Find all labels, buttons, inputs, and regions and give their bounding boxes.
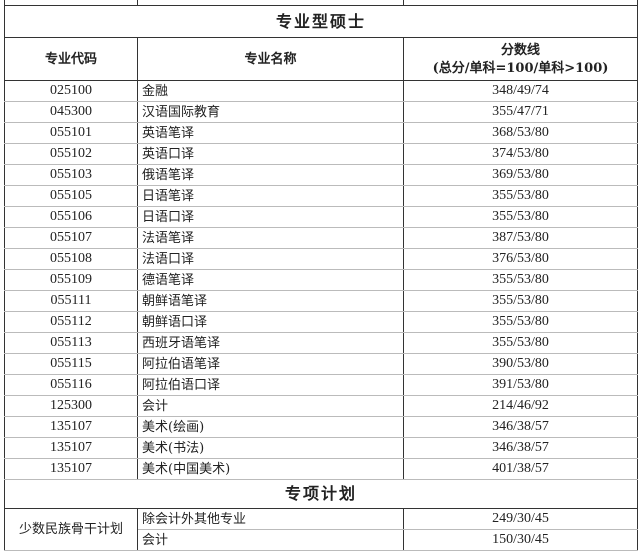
major-name: 英语笔译: [137, 122, 404, 144]
score-line: 346/38/57: [403, 416, 638, 438]
major-name: 法语口译: [137, 248, 404, 270]
major-code: 055102: [4, 143, 138, 165]
score-line: 368/53/80: [403, 122, 638, 144]
table-row: 055102 英语口译 374/53/80: [4, 143, 638, 165]
major-name: 朝鲜语口译: [137, 311, 404, 333]
special-name: 除会计外其他专业: [137, 508, 404, 530]
major-name: 美术(绘画): [137, 416, 404, 438]
major-code: 055111: [4, 290, 138, 312]
score-line: 348/49/74: [403, 80, 638, 102]
special-score: 150/30/45: [403, 529, 638, 551]
score-table: 专业型硕士 专业代码 专业名称 分数线 (总分/单科=100/单科>100) 02…: [4, 0, 638, 551]
major-code: 055101: [4, 122, 138, 144]
table-row: 055111 朝鲜语笔译 355/53/80: [4, 290, 638, 312]
score-line: 355/53/80: [403, 269, 638, 291]
table-row: 135107 美术(中国美术) 401/38/57: [4, 458, 638, 480]
table-row: 055106 日语口译 355/53/80: [4, 206, 638, 228]
major-code: 045300: [4, 101, 138, 123]
table-row: 055101 英语笔译 368/53/80: [4, 122, 638, 144]
major-code: 055112: [4, 311, 138, 333]
major-code: 055106: [4, 206, 138, 228]
score-line: 214/46/92: [403, 395, 638, 417]
header-score-subtitle: (总分/单科=100/单科>100): [432, 60, 609, 76]
table-row: 055103 俄语笔译 369/53/80: [4, 164, 638, 186]
special-name: 会计: [137, 529, 404, 551]
special-row: 少数民族骨干计划 除会计外其他专业 249/30/45: [4, 508, 638, 551]
table-row: 055108 法语口译 376/53/80: [4, 248, 638, 270]
score-line: 355/53/80: [403, 185, 638, 207]
major-name: 德语笔译: [137, 269, 404, 291]
score-line: 390/53/80: [403, 353, 638, 375]
header-code: 专业代码: [4, 37, 138, 81]
major-name: 日语笔译: [137, 185, 404, 207]
score-line: 391/53/80: [403, 374, 638, 396]
table-row: 025100 金融 348/49/74: [4, 80, 638, 102]
major-name: 阿拉伯语笔译: [137, 353, 404, 375]
major-name: 法语笔译: [137, 227, 404, 249]
table-row: 055107 法语笔译 387/53/80: [4, 227, 638, 249]
major-code: 055115: [4, 353, 138, 375]
table-row: 135107 美术(绘画) 346/38/57: [4, 416, 638, 438]
score-line: 374/53/80: [403, 143, 638, 165]
table-row: 055109 德语笔译 355/53/80: [4, 269, 638, 291]
major-code: 055109: [4, 269, 138, 291]
special-score: 249/30/45: [403, 508, 638, 530]
major-code: 055103: [4, 164, 138, 186]
major-name: 西班牙语笔译: [137, 332, 404, 354]
table-row: 055112 朝鲜语口译 355/53/80: [4, 311, 638, 333]
special-group: 少数民族骨干计划: [4, 508, 138, 551]
major-name: 日语口译: [137, 206, 404, 228]
header-score-title: 分数线: [500, 42, 540, 58]
major-code: 055105: [4, 185, 138, 207]
score-line: 346/38/57: [403, 437, 638, 459]
major-name: 朝鲜语笔译: [137, 290, 404, 312]
major-name: 会计: [137, 395, 404, 417]
table-row: 055113 西班牙语笔译 355/53/80: [4, 332, 638, 354]
major-name: 俄语笔译: [137, 164, 404, 186]
major-name: 金融: [137, 80, 404, 102]
section-title-professional: 专业型硕士: [4, 5, 638, 38]
major-name: 阿拉伯语口译: [137, 374, 404, 396]
major-name: 美术(书法): [137, 437, 404, 459]
table-row: 055116 阿拉伯语口译 391/53/80: [4, 374, 638, 396]
header-score: 分数线 (总分/单科=100/单科>100): [403, 37, 638, 81]
special-row: 会计 150/30/45: [5, 529, 638, 551]
score-line: 401/38/57: [403, 458, 638, 480]
score-line: 387/53/80: [403, 227, 638, 249]
header-name: 专业名称: [137, 37, 404, 81]
table-row: 125300 会计 214/46/92: [4, 395, 638, 417]
major-name: 英语口译: [137, 143, 404, 165]
major-code: 135107: [4, 416, 138, 438]
score-line: 376/53/80: [403, 248, 638, 270]
major-code: 055116: [4, 374, 138, 396]
major-code: 025100: [4, 80, 138, 102]
table-row: 055115 阿拉伯语笔译 390/53/80: [4, 353, 638, 375]
score-line: 369/53/80: [403, 164, 638, 186]
major-code: 135107: [4, 437, 138, 459]
table-row: 045300 汉语国际教育 355/47/71: [4, 101, 638, 123]
table-row: 135107 美术(书法) 346/38/57: [4, 437, 638, 459]
major-code: 055113: [4, 332, 138, 354]
major-code: 135107: [4, 458, 138, 480]
score-line: 355/53/80: [403, 311, 638, 333]
table-row: 055105 日语笔译 355/53/80: [4, 185, 638, 207]
score-line: 355/47/71: [403, 101, 638, 123]
major-code: 055107: [4, 227, 138, 249]
major-code: 125300: [4, 395, 138, 417]
score-line: 355/53/80: [403, 290, 638, 312]
major-name: 美术(中国美术): [137, 458, 404, 480]
major-code: 055108: [4, 248, 138, 270]
score-line: 355/53/80: [403, 206, 638, 228]
score-line: 355/53/80: [403, 332, 638, 354]
major-name: 汉语国际教育: [137, 101, 404, 123]
section-title-special: 专项计划: [4, 479, 638, 509]
